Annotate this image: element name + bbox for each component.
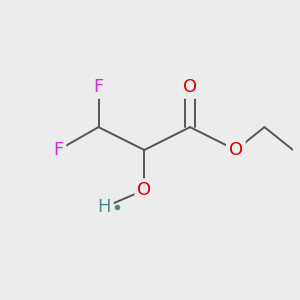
- Text: F: F: [93, 78, 103, 96]
- Text: O: O: [137, 181, 151, 199]
- Text: H: H: [98, 198, 111, 216]
- Text: O: O: [229, 141, 243, 159]
- Text: O: O: [183, 78, 197, 96]
- Text: F: F: [53, 141, 64, 159]
